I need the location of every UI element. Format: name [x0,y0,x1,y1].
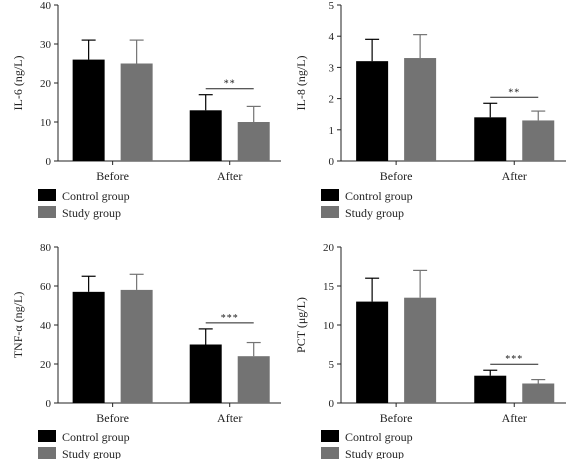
y-tick-label: 30 [40,39,52,51]
legend-label: Control group [345,189,413,203]
chart-panel-1: 0 10 20 30 40 IL-6 (ng/L) Before After ** Control… [11,0,281,220]
bar [120,63,153,161]
significance-label: ** [508,87,520,98]
chart-panel-2: 0 1 2 3 4 5 IL-8 (ng/L) Before After ** Control gr… [294,0,566,220]
significance-label: ** [224,79,236,90]
x-tick-label: Before [380,411,413,425]
y-tick-label: 0 [46,156,52,168]
bar [120,289,153,403]
legend-label: Control group [62,189,130,203]
legend-swatch [38,447,56,459]
legend-swatch [38,206,56,218]
bar [237,122,270,161]
y-tick-label: 5 [329,359,335,371]
x-tick-label: After [217,411,242,425]
y-tick-label: 15 [323,281,335,293]
legend-swatch [38,189,56,201]
legend-label: Control group [62,430,130,444]
legend-label: Control group [345,430,413,444]
y-tick-label: 20 [40,78,52,90]
y-axis-label: TNF-α (ng/L) [11,292,25,359]
bar [237,356,270,403]
y-tick-label: 0 [46,398,52,410]
legend-label: Study group [345,206,404,220]
y-axis-label: PCT (μg/L) [294,297,308,353]
bar [474,375,507,403]
legend-label: Study group [62,447,121,459]
y-tick-label: 10 [40,117,52,129]
y-tick-label: 10 [323,320,335,332]
legend-swatch [321,206,339,218]
x-tick-label: After [502,411,527,425]
bar [189,344,222,403]
bar [522,383,555,403]
y-axis-label: IL-6 (ng/L) [11,56,25,111]
x-tick-label: After [502,169,527,183]
y-tick-label: 2 [329,94,335,106]
chart-panel-4: 0 5 10 15 20 PCT (μg/L) Before After *** Control … [294,242,566,459]
y-tick-label: 40 [40,0,52,12]
legend-label: Study group [62,206,121,220]
y-tick-label: 20 [323,242,335,254]
bar [189,110,222,161]
x-tick-label: After [217,169,242,183]
x-tick-label: Before [96,411,129,425]
y-tick-label: 20 [40,359,52,371]
legend-swatch [38,430,56,442]
significance-label: *** [505,354,523,365]
x-tick-label: Before [380,169,413,183]
y-tick-label: 0 [329,398,335,410]
y-tick-label: 1 [329,125,335,137]
legend-swatch [321,447,339,459]
x-tick-label: Before [96,169,129,183]
significance-label: *** [221,313,239,324]
bar [404,297,437,403]
y-tick-label: 60 [40,281,52,293]
y-tick-label: 80 [40,242,52,254]
bar [356,61,389,161]
bar [72,291,105,403]
y-tick-label: 3 [329,62,335,74]
legend-swatch [321,430,339,442]
y-tick-label: 4 [329,31,335,43]
y-tick-label: 5 [329,0,335,12]
bar [72,59,105,161]
legend-label: Study group [345,447,404,459]
y-axis-label: IL-8 (ng/L) [294,56,308,111]
y-tick-label: 40 [40,320,52,332]
bar [404,58,437,161]
legend-swatch [321,189,339,201]
bar [356,301,389,403]
chart-panel-3: 0 20 40 60 80 TNF-α (ng/L) Before After *** Contr… [11,242,281,459]
y-tick-label: 0 [329,156,335,168]
bar [522,120,555,161]
bar [474,117,507,161]
